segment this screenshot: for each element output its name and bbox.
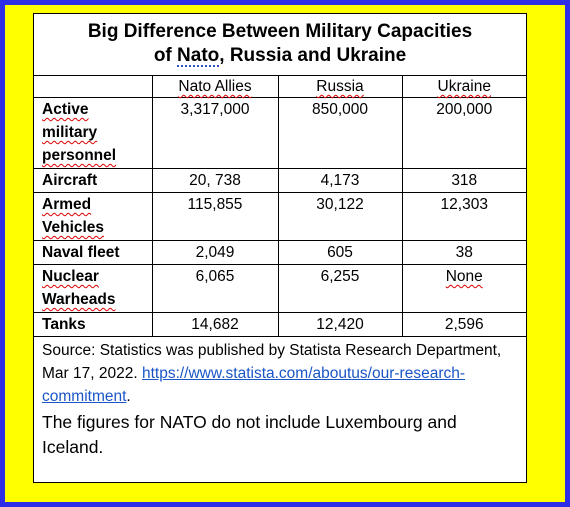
cell-ukraine: None [401,264,526,313]
cell-nato: 3,317,000 [151,97,279,169]
cell-nato: 20, 738 [151,168,279,193]
title-nato: Nato [177,45,220,66]
cell-nato: 14,682 [151,312,279,337]
source-link-period: . [126,388,131,405]
row-label: Aircraft [34,168,153,193]
source-block: Source: Statistics was published by Stat… [42,339,518,460]
row-label: Active military personnel [34,97,153,169]
cell-nato: 6,065 [151,264,279,313]
header-nato-allies: Nato Allies [151,75,279,98]
cell-russia: 6,255 [277,264,403,313]
cell-russia: 605 [277,240,403,265]
cell-ukraine: 318 [401,168,526,193]
title-suffix: , Russia and Ukraine [219,45,407,66]
table-header-row: Nato Allies Russia Ukraine [34,75,526,98]
table-row: Armed Vehicles 115,855 30,122 12,303 [34,192,526,241]
table-row: Naval fleet 2,049 605 38 [34,240,526,265]
info-card: Big Difference Between Military Capaciti… [33,13,527,483]
cell-ukraine: 12,303 [401,192,526,241]
table-title: Big Difference Between Military Capaciti… [34,14,526,76]
nato-footnote: The figures for NATO do not include Luxe… [42,412,457,457]
cell-nato: 2,049 [151,240,279,265]
row-label: Naval fleet [34,240,153,265]
cell-russia: 850,000 [277,97,403,169]
row-label: Nuclear Warheads [34,264,153,313]
table-row: Aircraft 20, 738 4,173 318 [34,168,526,193]
header-russia: Russia [277,75,403,98]
cell-ukraine: 200,000 [401,97,526,169]
military-capacity-table: Nato Allies Russia Ukraine Active milita… [34,75,526,337]
source-text: Source: Statistics was published by Stat… [42,342,502,382]
table-row: Active military personnel 3,317,000 850,… [34,97,526,169]
title-line-1: Big Difference Between Military Capaciti… [87,21,473,42]
header-ukraine: Ukraine [401,75,526,98]
cell-russia: 12,420 [277,312,403,337]
row-label: Armed Vehicles [34,192,153,241]
cell-nato: 115,855 [151,192,279,241]
cell-ukraine: 2,596 [401,312,526,337]
title-prefix: of [153,45,178,66]
cell-russia: 4,173 [277,168,403,193]
cell-russia: 30,122 [277,192,403,241]
table-row: Tanks 14,682 12,420 2,596 [34,312,526,337]
title-line-2: of Nato, Russia and Ukraine [34,44,526,68]
table-row: Nuclear Warheads 6,065 6,255 None [34,264,526,313]
header-blank [34,75,153,98]
source-link[interactable]: https://www.statista.com/aboutus/our-res… [42,365,466,405]
cell-ukraine: 38 [401,240,526,265]
row-label: Tanks [34,312,153,337]
